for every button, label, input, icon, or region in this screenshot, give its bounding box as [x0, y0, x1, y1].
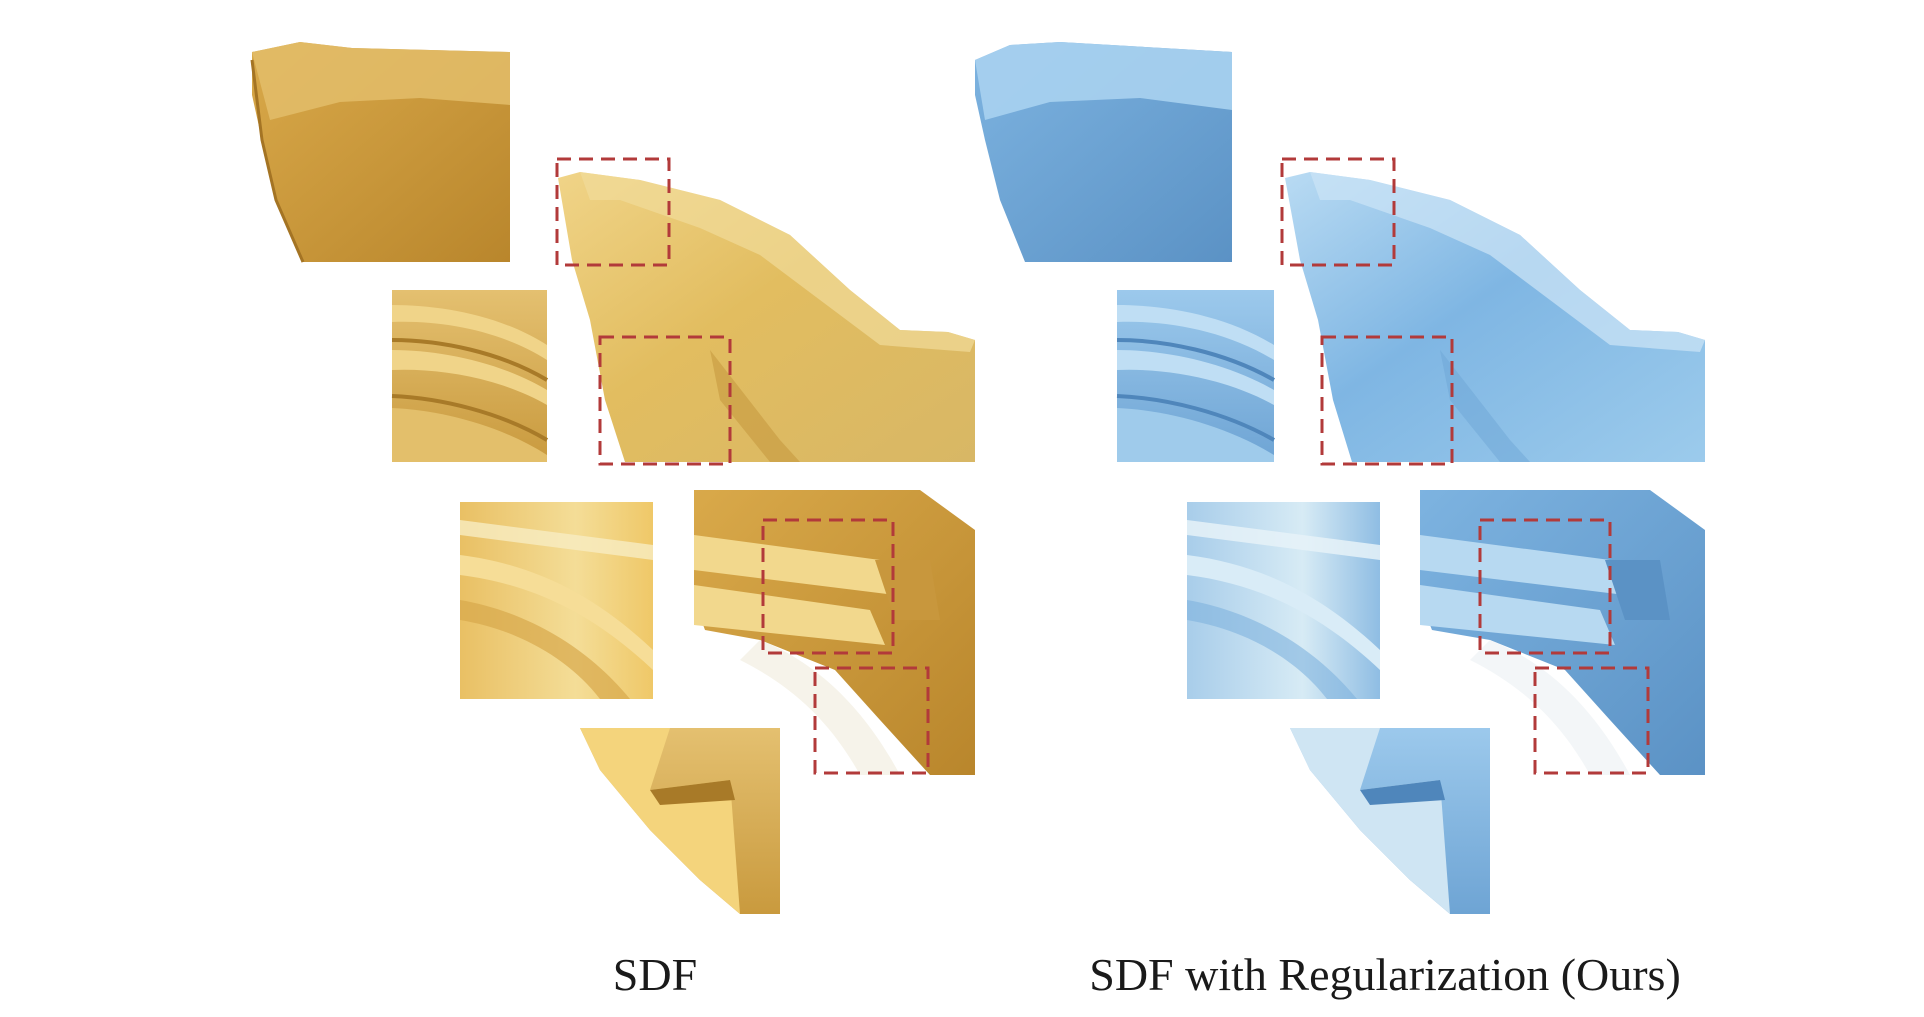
sdf-zoom-box-4	[813, 666, 930, 775]
ours-inset-top	[975, 42, 1232, 262]
sdf-zoom-box-2	[598, 335, 732, 466]
sdf-inset-top	[250, 42, 510, 263]
sdf-main-object	[558, 172, 975, 462]
sdf-inset-detail	[460, 502, 653, 699]
ours-main-object	[1285, 172, 1705, 462]
sdf-inset-steps	[391, 290, 549, 462]
caption-sdf: SDF	[612, 949, 698, 1000]
ours-zoom-box-1	[1280, 157, 1396, 267]
caption-ours: SDF with Regularization (Ours)	[1089, 949, 1681, 1000]
sdf-zoom-box-1	[555, 157, 671, 267]
ours-inset-steps	[1116, 290, 1275, 462]
sdf-inset-bottom	[580, 728, 780, 914]
ours-inset-bottom	[1290, 728, 1490, 914]
sdf-panel	[250, 42, 975, 914]
ours-inset-detail	[1187, 502, 1380, 699]
ours-panel	[975, 42, 1705, 914]
ours-zoom-box-2	[1320, 335, 1454, 466]
ours-main-object-lower	[1420, 490, 1705, 775]
ours-zoom-box-4	[1533, 666, 1650, 775]
